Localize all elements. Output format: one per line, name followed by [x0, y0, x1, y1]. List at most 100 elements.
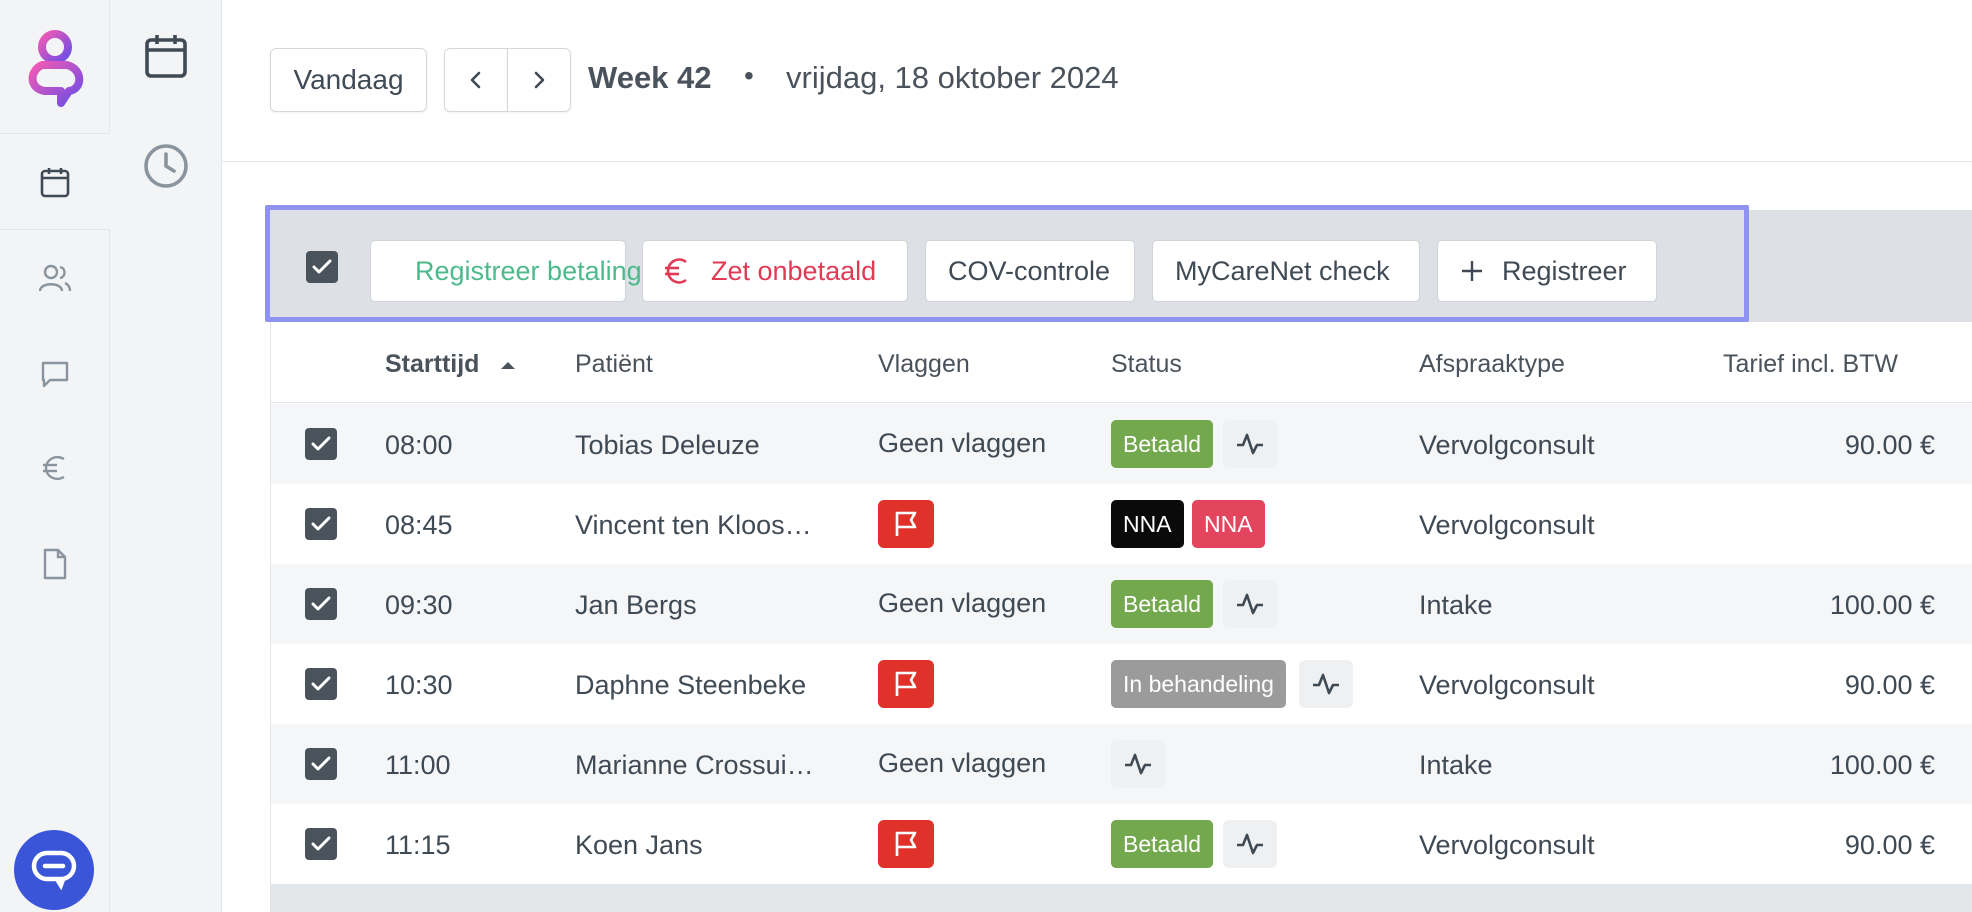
status-badge-nna: NNA [1111, 500, 1184, 548]
table-row[interactable] [271, 884, 1972, 912]
flags-text: Geen vlaggen [878, 588, 1047, 618]
check-icon [311, 756, 331, 771]
register-payment-button[interactable]: Registreer betaling [370, 240, 642, 302]
previous-week-button[interactable] [444, 48, 508, 112]
register-button[interactable]: Registreer [1437, 240, 1657, 302]
today-button[interactable]: Vandaag [270, 48, 427, 112]
start-time: 10:30 [385, 670, 453, 700]
flag-button[interactable] [878, 660, 934, 708]
users-icon [38, 264, 72, 292]
subnav-history[interactable] [110, 116, 222, 216]
row-checkbox[interactable] [305, 828, 337, 860]
row-checkbox[interactable] [305, 748, 337, 780]
mycarenet-check-label: MyCareNet check [1175, 255, 1390, 286]
flag-button[interactable] [878, 500, 934, 548]
start-time: 08:45 [385, 510, 453, 540]
column-header-appointment-type[interactable]: Afspraaktype [1419, 350, 1565, 378]
row-checkbox[interactable] [305, 428, 337, 460]
activity-button[interactable] [1223, 820, 1277, 868]
euro-icon [665, 258, 687, 284]
status-badge-nna: NNA [1192, 500, 1265, 548]
support-chat-button[interactable] [14, 830, 94, 910]
activity-icon [1237, 433, 1263, 455]
document-icon [43, 548, 67, 580]
row-checkbox[interactable] [305, 668, 337, 700]
check-icon [311, 676, 331, 691]
nav-patients[interactable] [0, 230, 110, 326]
column-header-flags[interactable]: Vlaggen [878, 350, 970, 378]
rate: 90.00 € [1844, 670, 1935, 700]
row-checkbox[interactable] [305, 588, 337, 620]
patient-name[interactable]: Marianne Crossui… [575, 750, 814, 780]
calendar-icon [145, 35, 187, 78]
flag-icon [895, 511, 917, 536]
table-row[interactable]: 11:15 Koen Jans Betaald Vervolgconsult 9… [271, 804, 1972, 884]
patient-name[interactable]: Daphne Steenbeke [575, 670, 807, 700]
row-checkbox[interactable] [305, 508, 337, 540]
activity-icon [1313, 673, 1339, 695]
clock-icon [144, 144, 188, 188]
register-payment-label: Registreer betaling [415, 255, 642, 286]
column-header-start-time[interactable]: Starttijd [385, 350, 516, 379]
activity-button[interactable] [1223, 580, 1277, 628]
nav-documents[interactable] [0, 516, 110, 612]
patient-name[interactable]: Vincent ten Kloos… [575, 510, 812, 540]
main-nav-rail [0, 0, 110, 912]
mycarenet-check-button[interactable]: MyCareNet check [1152, 240, 1420, 302]
activity-button[interactable] [1111, 740, 1165, 788]
appointment-type: Intake [1419, 590, 1493, 620]
table-row[interactable]: 08:00 Tobias Deleuze Geen vlaggen Betaal… [271, 404, 1972, 484]
app-logo[interactable] [0, 0, 110, 134]
table-row[interactable]: 09:30 Jan Bergs Geen vlaggen Betaald Int… [271, 564, 1972, 644]
flag-icon [895, 671, 917, 696]
flags-text: Geen vlaggen [878, 428, 1047, 458]
rate: 90.00 € [1844, 830, 1935, 860]
calendar-icon [40, 167, 70, 197]
activity-button[interactable] [1223, 420, 1277, 468]
status-badge-in-progress: In behandeling [1111, 660, 1286, 708]
select-all-checkbox[interactable] [306, 251, 338, 283]
start-time: 09:30 [385, 590, 453, 620]
column-header-status[interactable]: Status [1111, 350, 1182, 378]
week-label: Week 42 [588, 60, 712, 95]
set-unpaid-button[interactable]: Zet onbetaald [642, 240, 908, 302]
rate: 100.00 € [1829, 590, 1935, 620]
subnav-calendar[interactable] [110, 6, 222, 106]
flags-text: Geen vlaggen [878, 748, 1047, 778]
patient-name[interactable]: Koen Jans [575, 830, 703, 860]
bulk-action-toolbar: Registreer betaling Zet onbetaald COV-co… [265, 205, 1749, 322]
appointment-type: Vervolgconsult [1419, 670, 1595, 700]
column-header-patient[interactable]: Patiënt [575, 350, 653, 378]
column-header-start-time-label: Starttijd [385, 350, 480, 378]
flag-button[interactable] [878, 820, 934, 868]
calendar-header: Vandaag Week 42 • vrijdag, 18 oktober 20… [222, 0, 1972, 162]
rate: 100.00 € [1829, 750, 1935, 780]
nav-finance[interactable] [0, 420, 110, 516]
patient-name[interactable]: Jan Bergs [575, 590, 697, 620]
next-week-button[interactable] [507, 48, 571, 112]
start-time: 11:15 [385, 830, 451, 860]
logo-icon [28, 29, 84, 107]
start-time: 11:00 [385, 750, 451, 780]
appointment-type: Intake [1419, 750, 1493, 780]
patient-name[interactable]: Tobias Deleuze [575, 430, 760, 460]
activity-button[interactable] [1299, 660, 1353, 708]
table-row[interactable]: 08:45 Vincent ten Kloos… NNA NNA Vervolg… [271, 484, 1972, 564]
cov-check-button[interactable]: COV-controle [925, 240, 1135, 302]
check-icon [311, 596, 331, 611]
table-row[interactable]: 11:00 Marianne Crossui… Geen vlaggen Int… [271, 724, 1972, 804]
cov-check-label: COV-controle [948, 255, 1111, 286]
appointments-table: Starttijd Patiënt Vlaggen Status Afspraa… [270, 322, 1972, 912]
flag-icon [895, 831, 917, 856]
check-icon [311, 436, 331, 451]
nav-messages[interactable] [0, 326, 110, 422]
euro-icon [43, 455, 65, 481]
table-row[interactable]: 10:30 Daphne Steenbeke In behandeling Ve… [271, 644, 1972, 724]
status-badge-paid: Betaald [1111, 820, 1214, 868]
column-header-rate[interactable]: Tarief incl. BTW [1723, 350, 1899, 378]
nav-calendar[interactable] [0, 134, 110, 230]
sort-ascending-icon [501, 362, 516, 370]
calendar-sub-nav [110, 0, 222, 912]
status-badge-paid: Betaald [1111, 580, 1214, 628]
